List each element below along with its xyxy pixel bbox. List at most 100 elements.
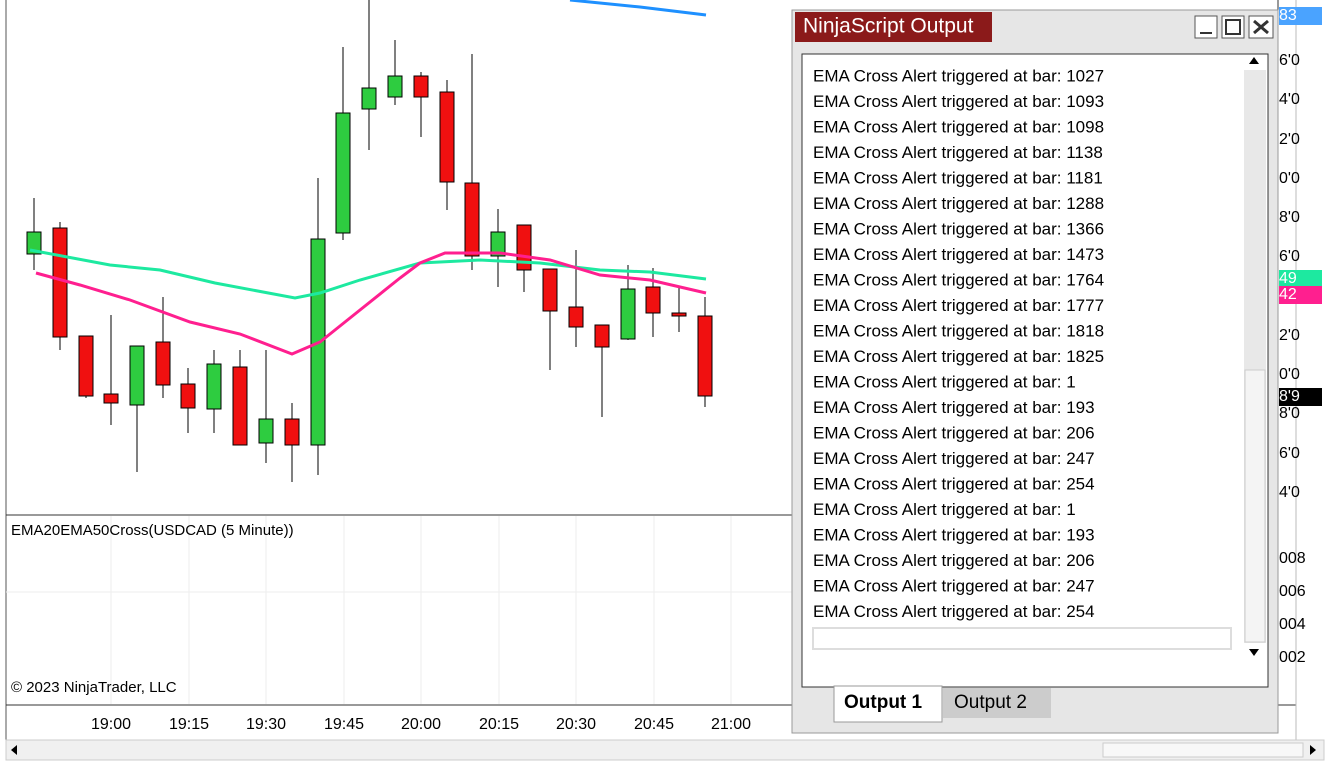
lower-label: 004 — [1279, 616, 1306, 633]
price-flag-label: 42 — [1279, 286, 1297, 303]
time-label: 19:15 — [169, 716, 209, 733]
candle-body — [387, 75, 403, 98]
candle-body — [26, 231, 42, 255]
candle-body — [155, 341, 171, 386]
scrollbar[interactable] — [5, 739, 1325, 761]
output-line: EMA Cross Alert triggered at bar: 1473 — [813, 245, 1104, 264]
lower-label: 002 — [1279, 649, 1306, 666]
output-line: EMA Cross Alert triggered at bar: 193 — [813, 525, 1095, 544]
output-line: EMA Cross Alert triggered at bar: 1093 — [813, 92, 1104, 111]
scroll-left[interactable] — [11, 745, 17, 755]
ema-pink — [35, 251, 707, 356]
blue-line — [569, 0, 707, 17]
candle-body — [697, 315, 713, 397]
tab-label: Output 1 — [844, 692, 923, 713]
scroll-right[interactable] — [1310, 745, 1316, 755]
output-line: EMA Cross Alert triggered at bar: 1366 — [813, 219, 1104, 238]
output-line: EMA Cross Alert triggered at bar: 1764 — [813, 270, 1104, 289]
price-label: 2'0 — [1279, 327, 1300, 344]
candle-body — [568, 306, 584, 328]
candle-body — [516, 224, 532, 271]
candle-body — [542, 268, 558, 312]
time-label: 20:15 — [479, 716, 519, 733]
close-icon — [1253, 19, 1269, 35]
price-label: 8'0 — [1279, 405, 1300, 422]
output-line: EMA Cross Alert triggered at bar: 1 — [813, 372, 1076, 391]
candle-body — [490, 231, 506, 257]
candle-body — [103, 393, 119, 404]
title-tab — [795, 12, 992, 42]
output-line: EMA Cross Alert triggered at bar: 1288 — [813, 194, 1104, 213]
price-label: 4'0 — [1279, 91, 1300, 108]
window-title: NinjaScript Output — [803, 15, 974, 38]
output-lines: EMA Cross Alert triggered at bar: 1027 EM… — [813, 66, 1104, 621]
candle-body — [594, 324, 610, 348]
candle-body — [52, 227, 68, 338]
candle-body — [361, 87, 377, 110]
candle-body — [180, 383, 196, 409]
price-flag — [1279, 286, 1322, 304]
candle-body — [464, 182, 480, 257]
candle-body — [439, 91, 455, 183]
output-line: EMA Cross Alert triggered at bar: 1825 — [813, 347, 1104, 366]
output-line: EMA Cross Alert triggered at bar: 206 — [813, 423, 1095, 442]
output-box — [801, 53, 1269, 688]
candle-body — [413, 75, 429, 98]
tab-inactive[interactable] — [943, 688, 1051, 718]
time-label: 20:00 — [401, 716, 441, 733]
output-line: EMA Cross Alert triggered at bar: 1181 — [813, 168, 1103, 187]
minimize-button[interactable] — [1194, 15, 1218, 39]
candle-body — [620, 288, 636, 340]
output-line: EMA Cross Alert triggered at bar: 206 — [813, 551, 1095, 570]
candle-body — [129, 345, 145, 406]
candle-body — [335, 112, 351, 234]
lower-label: 006 — [1279, 583, 1306, 600]
price-label: 0'0 — [1279, 170, 1300, 187]
output-line: EMA Cross Alert triggered at bar: 1138 — [813, 143, 1103, 162]
candle-body — [671, 312, 687, 317]
output-line: EMA Cross Alert triggered at bar: 247 — [813, 449, 1095, 468]
ema-green — [29, 248, 707, 300]
price-flag-label: 49 — [1279, 270, 1297, 287]
price-label: 2'0 — [1279, 131, 1300, 148]
candle-body — [284, 418, 300, 446]
time-label: 19:45 — [324, 716, 364, 733]
candle-body — [645, 286, 661, 314]
candle-body — [232, 366, 248, 446]
time-label: 21:00 — [711, 716, 751, 733]
candle-body — [258, 418, 274, 444]
price-label: 4'0 — [1279, 484, 1300, 501]
output-line: EMA Cross Alert triggered at bar: 1777 — [813, 296, 1104, 315]
time-label: 19:30 — [246, 716, 286, 733]
price-label: 8'0 — [1279, 209, 1300, 226]
price-flag-label: 8'9 — [1279, 388, 1300, 405]
output-line: EMA Cross Alert triggered at bar: 247 — [813, 576, 1095, 595]
tab-label: Output 2 — [954, 692, 1027, 713]
price-flag-label: 83 — [1279, 7, 1297, 24]
time-label: 19:00 — [91, 716, 131, 733]
output-line: EMA Cross Alert triggered at bar: 1098 — [813, 117, 1104, 136]
input-field[interactable] — [812, 627, 1232, 650]
price-flag — [1279, 388, 1322, 406]
indicator-label: EMA20EMA50Cross(USDCAD (5 Minute)) — [11, 522, 294, 539]
output-line: EMA Cross Alert triggered at bar: 1 — [813, 500, 1076, 519]
output-line: EMA Cross Alert triggered at bar: 254 — [813, 474, 1095, 493]
output-line: EMA Cross Alert triggered at bar: 1027 — [813, 66, 1104, 85]
time-label: 20:45 — [634, 716, 674, 733]
maximize-button[interactable] — [1221, 15, 1245, 39]
price-flag — [1279, 7, 1322, 25]
price-label: 6'0 — [1279, 52, 1300, 69]
price-label: 6'0 — [1279, 445, 1300, 462]
candle-body — [206, 363, 222, 410]
tab-active[interactable] — [833, 685, 943, 723]
output-line: EMA Cross Alert triggered at bar: 254 — [813, 602, 1095, 621]
copyright: © 2023 NinjaTrader, LLC — [11, 679, 177, 696]
price-label: 6'0 — [1279, 248, 1300, 265]
v-scroll-thumb[interactable] — [1244, 369, 1266, 643]
scroll-thumb[interactable] — [1102, 742, 1304, 758]
candle-body — [78, 335, 94, 397]
axes: 19:00 19:15 19:30 19:45 20:00 20:15 20:30 20:45… — [91, 7, 1322, 733]
tabs: Output 1 Output 2 — [833, 685, 1051, 723]
price-label: 0'0 — [1279, 366, 1300, 383]
